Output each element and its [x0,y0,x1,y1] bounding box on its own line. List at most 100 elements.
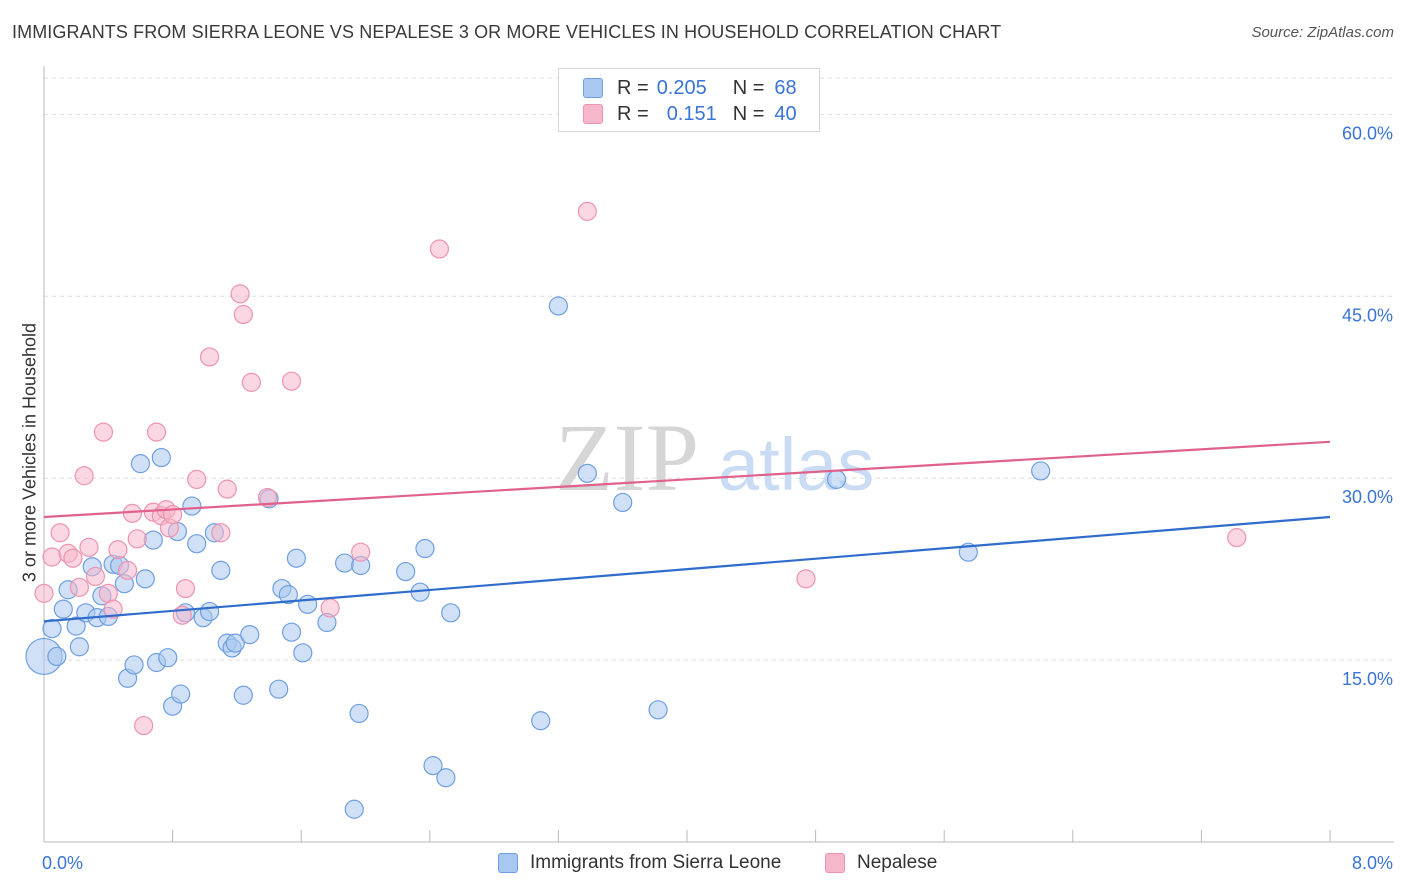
point-sierra-leone [613,492,633,513]
legend-row-nepalese: R = 0.151 N = 40 [583,101,797,127]
point-sierra-leone [225,633,245,653]
legend-n-label: N = [732,102,765,125]
point-nepalese [175,578,196,599]
point-sierra-leone [269,679,289,699]
point-nepalese [93,422,114,442]
legend-row-sierra-leone: R = 0.205 N = 68 [583,75,797,101]
point-sierra-leone [211,560,231,580]
point-sierra-leone [344,799,364,819]
point-nepalese [85,566,106,587]
watermark-zip: ZIP [555,404,699,511]
legend-item-nepalese[interactable]: Nepalese [825,852,937,874]
point-nepalese [74,466,94,486]
legend-n-value: 40 [774,102,797,125]
point-nepalese [257,487,278,508]
point-nepalese [351,542,371,562]
axes [43,66,1394,843]
point-sierra-leone [648,700,668,720]
point-sierra-leone [335,553,355,573]
point-nepalese [146,422,167,442]
point-sierra-leone [396,561,416,582]
point-sierra-leone [182,496,202,516]
point-nepalese [230,284,250,304]
point-sierra-leone [171,684,191,704]
point-nepalese [211,523,231,543]
point-nepalese [63,548,83,568]
point-sierra-leone [151,447,171,468]
point-sierra-leone [286,548,306,568]
point-nepalese [79,537,99,557]
legend-r-label: R = [617,76,649,99]
point-nepalese [233,304,253,325]
series-sierra-leone-points [25,296,1051,819]
point-nepalese [108,540,128,560]
gridlines [44,77,1394,661]
point-nepalese [134,715,154,736]
source-credit: Source: ZipAtlas.com [1251,24,1394,41]
point-sierra-leone [130,454,151,474]
trend-lines [43,440,1331,623]
point-sierra-leone [47,646,67,667]
y-tick-label: 60.0% [1342,123,1393,143]
legend-r-label: R = [617,102,649,125]
point-sierra-leone [233,685,253,705]
point-sierra-leone [298,594,318,614]
legend-item-sierra-leone[interactable]: Immigrants from Sierra Leone [498,852,781,874]
point-sierra-leone [158,648,178,668]
point-sierra-leone [531,711,551,731]
point-sierra-leone [1031,461,1051,481]
point-sierra-leone [415,538,435,559]
legend-r-value: 0.205 [656,76,707,99]
point-nepalese [199,347,220,367]
point-sierra-leone [349,703,369,724]
legend-swatch-blue [583,78,603,98]
point-nepalese [577,201,597,221]
chart-title: IMMIGRANTS FROM SIERRA LEONE VS NEPALESE… [12,22,1002,42]
point-sierra-leone [143,530,163,550]
point-sierra-leone [187,534,207,554]
point-sierra-leone [69,637,89,657]
point-sierra-leone [441,603,461,623]
stats-legend: R = 0.205 N = 68 R = 0.151 N = 40 [558,68,820,132]
y-tick-label: 15.0% [1342,669,1393,689]
legend-r-value: 0.151 [666,102,717,125]
watermark-atlas: atlas [718,423,874,506]
y-tick-label: 45.0% [1342,305,1393,325]
legend-n-value: 68 [774,76,797,99]
point-nepalese [320,598,340,618]
series-legend: Immigrants from Sierra Leone Nepalese [0,852,1406,878]
point-nepalese [34,583,54,603]
point-sierra-leone [826,469,847,490]
x-tick-label-max: 8.0% [1352,853,1393,873]
legend-swatch-blue [498,853,518,873]
point-nepalese [796,569,816,589]
point-sierra-leone [199,601,220,622]
point-sierra-leone [293,643,313,663]
tick-labels: 15.0% 30.0% 45.0% 60.0% 0.0% 8.0% [42,123,1393,873]
point-nepalese [42,547,62,567]
point-sierra-leone [548,296,569,316]
trend-line-sierra-leone [43,515,1331,623]
x-tick-label-min: 0.0% [42,853,83,873]
point-nepalese [429,239,450,259]
legend-n-label: N = [732,76,765,99]
legend-label-sierra-leone: Immigrants from Sierra Leone [530,852,782,873]
point-sierra-leone [135,569,155,589]
point-sierra-leone [423,755,443,776]
legend-swatch-pink [583,104,603,124]
trend-line-nepalese [43,440,1331,519]
point-nepalese [122,503,143,523]
point-sierra-leone [240,625,260,645]
point-nepalese [127,529,147,549]
point-nepalese [187,469,207,490]
point-sierra-leone [436,768,456,788]
point-sierra-leone [124,655,144,675]
point-sierra-leone [278,585,298,605]
point-sierra-leone [281,622,302,642]
legend-label-nepalese: Nepalese [857,852,938,873]
point-nepalese [69,577,89,597]
point-sierra-leone [577,463,597,483]
y-tick-label: 30.0% [1342,487,1393,507]
legend-swatch-pink [825,853,845,873]
